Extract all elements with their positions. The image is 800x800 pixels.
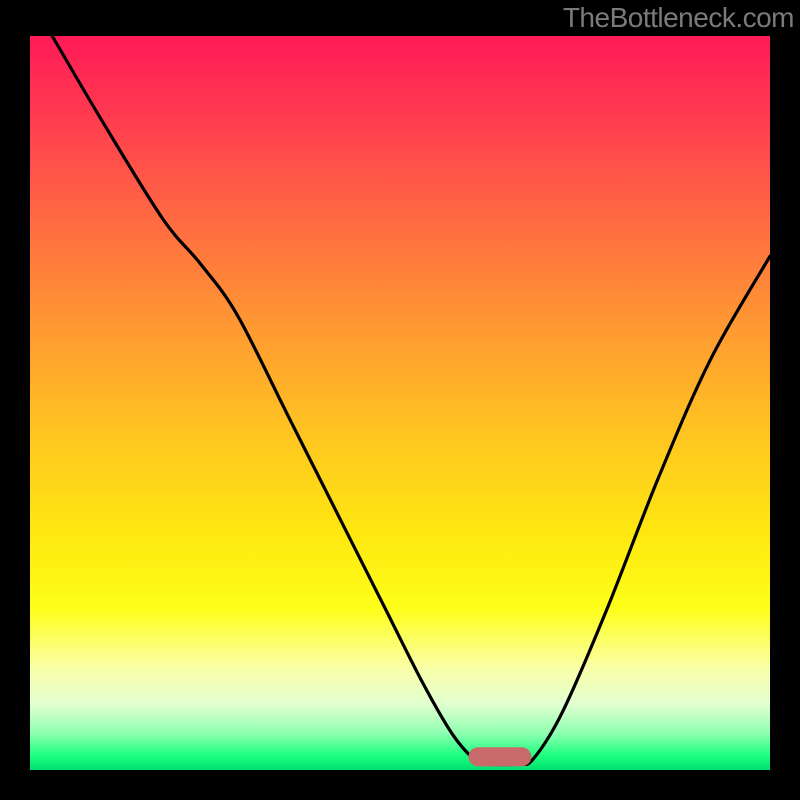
chart-canvas bbox=[0, 0, 800, 800]
watermark-text: TheBottleneck.com bbox=[563, 2, 794, 34]
optimal-marker bbox=[468, 747, 531, 766]
bottleneck-chart: TheBottleneck.com bbox=[0, 0, 800, 800]
chart-gradient-background bbox=[30, 36, 770, 770]
